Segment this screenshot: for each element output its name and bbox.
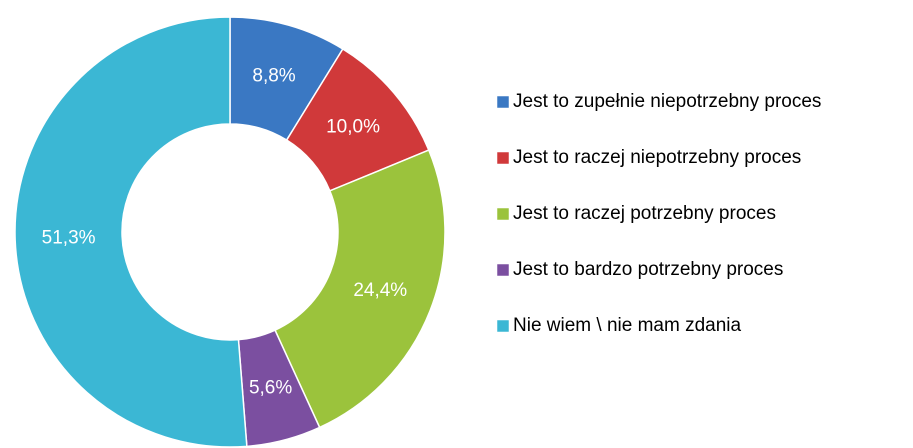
- donut-slice: [274, 149, 446, 429]
- legend-swatch: [496, 151, 510, 165]
- legend-swatch: [496, 263, 510, 277]
- legend-label: Jest to zupełnie niepotrzebny proces: [513, 91, 821, 112]
- data-label: 8,8%: [252, 66, 295, 87]
- donut-slice: [14, 16, 248, 448]
- legend-label: Nie wiem \ nie mam zdania: [513, 315, 742, 336]
- legend-swatch: [496, 95, 510, 109]
- data-label: 5,6%: [249, 377, 292, 398]
- legend-label: Jest to bardzo potrzebny proces: [513, 259, 783, 280]
- data-label: 10,0%: [326, 116, 380, 137]
- legend-swatch: [496, 207, 510, 221]
- legend-label: Jest to raczej niepotrzebny proces: [513, 147, 801, 168]
- legend-label: Jest to raczej potrzebny proces: [513, 203, 776, 224]
- legend-swatch: [496, 319, 510, 333]
- data-label: 24,4%: [353, 280, 407, 301]
- data-label: 51,3%: [42, 227, 96, 248]
